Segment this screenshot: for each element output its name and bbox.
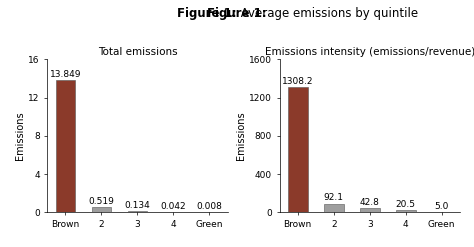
Bar (288, 87, 308, 212)
Y-axis label: Emissions: Emissions (16, 112, 26, 160)
Text: 5.0: 5.0 (435, 202, 449, 211)
Title: Emissions intensity (emissions/revenue): Emissions intensity (emissions/revenue) (264, 47, 474, 57)
Text: 0.008: 0.008 (197, 202, 222, 211)
Text: 13.849: 13.849 (50, 70, 81, 79)
Bar (128, 211, 147, 212)
Text: 0.519: 0.519 (89, 197, 114, 206)
Text: 42.8: 42.8 (360, 198, 380, 207)
Text: 0.042: 0.042 (161, 202, 186, 211)
Bar (396, 210, 416, 212)
Bar (324, 204, 344, 212)
Text: Figure 1:: Figure 1: (177, 7, 237, 21)
Text: 0.134: 0.134 (125, 201, 150, 210)
Text: 1308.2: 1308.2 (282, 77, 313, 86)
Text: 20.5: 20.5 (396, 200, 416, 209)
Text: Figure 1:: Figure 1: (207, 7, 267, 21)
Text: 92.1: 92.1 (324, 193, 344, 203)
Title: Total emissions: Total emissions (98, 47, 177, 57)
Bar (55, 80, 75, 212)
Bar (91, 207, 111, 212)
Text: Average emissions by quintile: Average emissions by quintile (237, 7, 418, 21)
Y-axis label: Emissions: Emissions (236, 112, 246, 160)
Bar (360, 208, 380, 212)
